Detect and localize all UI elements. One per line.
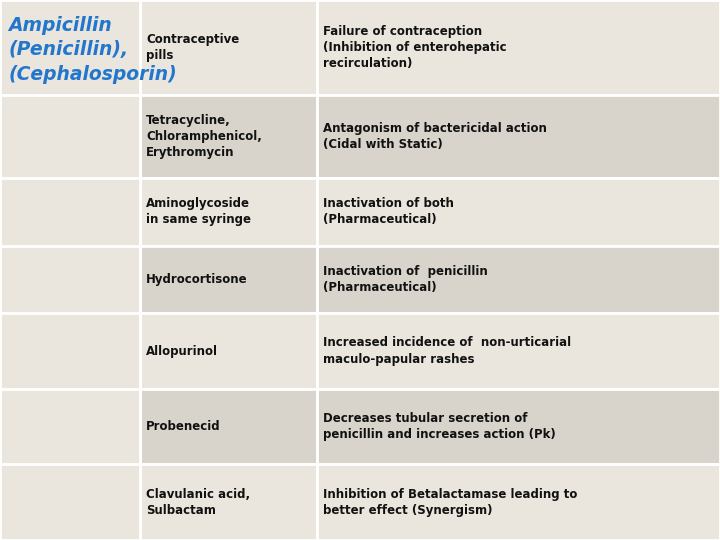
Bar — [317, 313, 720, 389]
Text: Hydrocortisone: Hydrocortisone — [146, 273, 248, 286]
Text: Probenecid: Probenecid — [146, 420, 221, 433]
Text: Clavulanic acid,
Sulbactam: Clavulanic acid, Sulbactam — [146, 488, 251, 517]
Text: Inhibition of Betalactamase leading to
better effect (Synergism): Inhibition of Betalactamase leading to b… — [323, 488, 577, 517]
Text: Decreases tubular secretion of
penicillin and increases action (Pk): Decreases tubular secretion of penicilli… — [323, 412, 555, 441]
Text: Allopurinol: Allopurinol — [146, 345, 218, 357]
Bar — [140, 389, 317, 464]
Bar — [317, 0, 720, 94]
Bar — [140, 178, 317, 246]
Text: Inactivation of both
(Pharmaceutical): Inactivation of both (Pharmaceutical) — [323, 198, 454, 226]
Bar — [0, 0, 140, 540]
Text: Antagonism of bactericidal action
(Cidal with Static): Antagonism of bactericidal action (Cidal… — [323, 122, 546, 151]
Bar — [317, 94, 720, 178]
Bar — [317, 178, 720, 246]
Bar — [140, 246, 317, 313]
Bar — [140, 94, 317, 178]
Bar — [140, 0, 317, 94]
Bar — [317, 464, 720, 540]
Text: Increased incidence of  non-urticarial
maculo-papular rashes: Increased incidence of non-urticarial ma… — [323, 336, 571, 366]
Bar — [140, 313, 317, 389]
Text: Inactivation of  penicillin
(Pharmaceutical): Inactivation of penicillin (Pharmaceutic… — [323, 265, 487, 294]
Text: Contraceptive
pills: Contraceptive pills — [146, 33, 240, 62]
Text: Aminoglycoside
in same syringe: Aminoglycoside in same syringe — [146, 198, 251, 226]
Text: Ampicillin
(Penicillin),
(Cephalosporin): Ampicillin (Penicillin), (Cephalosporin) — [9, 16, 177, 84]
Bar — [317, 389, 720, 464]
Text: Tetracycline,
Chloramphenicol,
Erythromycin: Tetracycline, Chloramphenicol, Erythromy… — [146, 114, 262, 159]
Text: Failure of contraception
(Inhibition of enterohepatic
recirculation): Failure of contraception (Inhibition of … — [323, 25, 506, 70]
Bar — [140, 464, 317, 540]
Bar — [317, 246, 720, 313]
